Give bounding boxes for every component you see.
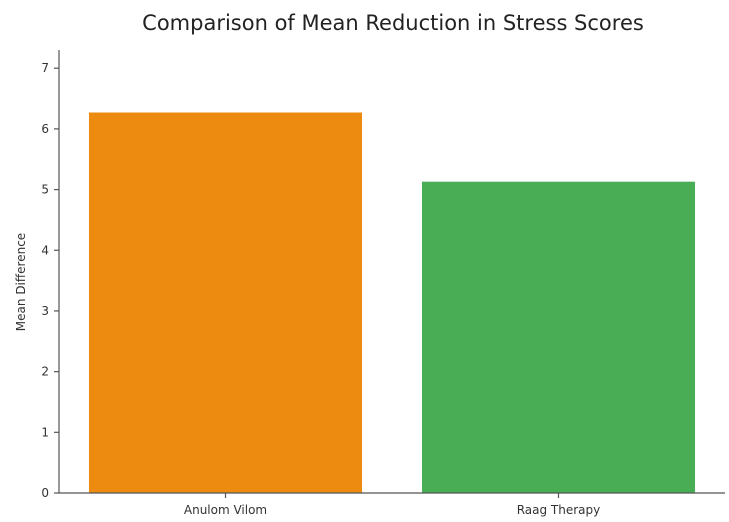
y-tick-label: 6 <box>41 122 49 136</box>
x-axis-ticks: Anulom Vilom Raag Therapy <box>184 493 600 517</box>
x-tick-label: Anulom Vilom <box>184 503 267 517</box>
y-tick-label: 2 <box>41 365 49 379</box>
bars-layer <box>88 112 696 494</box>
y-axis-label: Mean Difference <box>14 233 28 331</box>
y-tick-label: 5 <box>41 183 49 197</box>
y-axis-ticks: 0 1 2 3 4 5 6 7 <box>41 61 59 500</box>
x-tick-label: Raag Therapy <box>517 503 601 517</box>
bar-raag-therapy <box>421 181 696 494</box>
y-tick-label: 3 <box>41 304 49 318</box>
y-tick-label: 1 <box>41 425 49 439</box>
chart-title: Comparison of Mean Reduction in Stress S… <box>142 11 644 35</box>
bar-anulom-vilom <box>88 112 363 493</box>
y-tick-label: 4 <box>41 243 49 257</box>
y-tick-label: 7 <box>41 61 49 75</box>
y-tick-label: 0 <box>41 486 49 500</box>
